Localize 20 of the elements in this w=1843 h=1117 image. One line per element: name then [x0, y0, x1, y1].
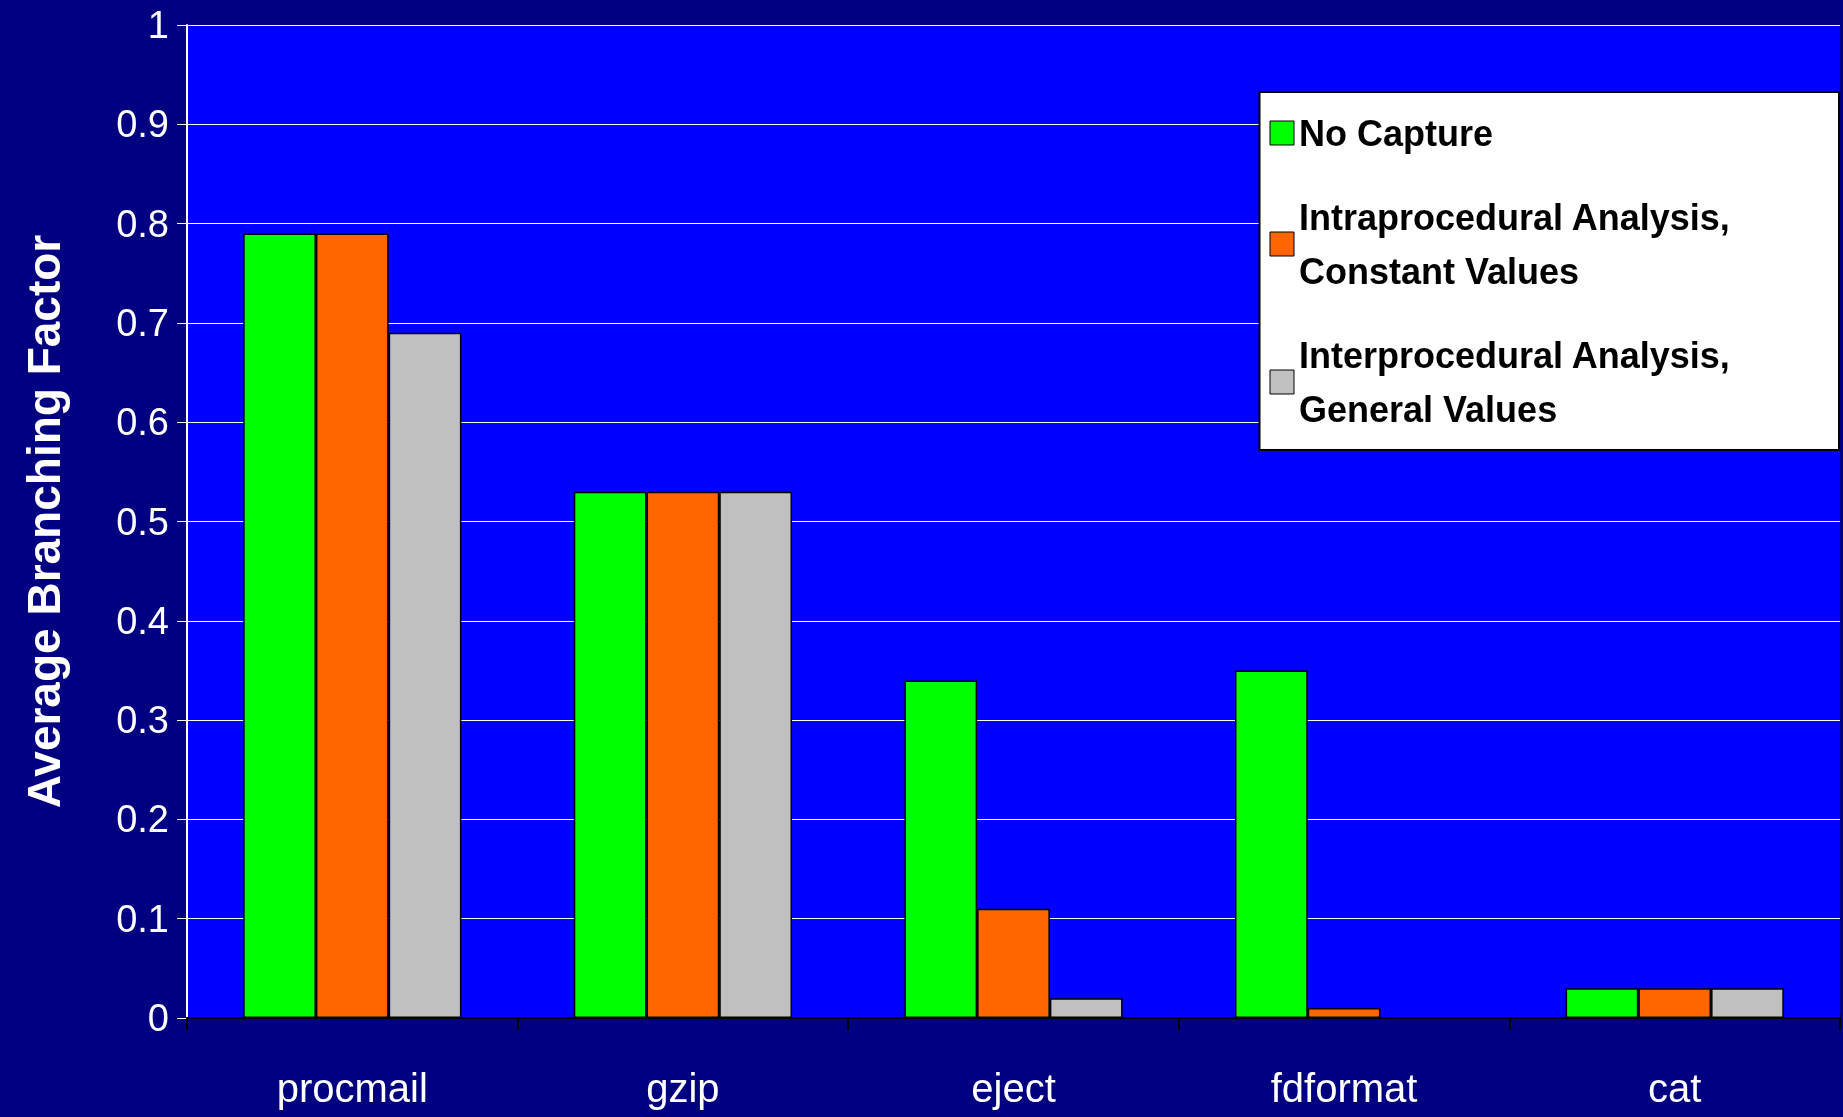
- y-axis-title: Average Branching Factor: [18, 234, 70, 809]
- y-tick-label: 0: [147, 997, 169, 1039]
- legend-label: No Capture: [1299, 112, 1494, 154]
- y-tick-label: 0.7: [116, 301, 169, 344]
- x-tick-label: eject: [971, 1066, 1056, 1110]
- y-tick-label: 1: [147, 4, 169, 46]
- legend-label: Intraprocedural Analysis, Constant Values: [1299, 196, 1740, 292]
- y-tick-label: 0.3: [116, 699, 169, 742]
- y-tick-label: 0.1: [116, 897, 169, 940]
- x-tick-label: fdformat: [1270, 1066, 1418, 1110]
- x-tick-label: cat: [1648, 1066, 1702, 1110]
- y-tick-label: 0.6: [116, 401, 169, 444]
- y-tick-label: 0.9: [116, 103, 169, 146]
- y-tick-label: 0.2: [116, 798, 169, 841]
- legend-label: Interprocedural Analysis, General Values: [1299, 334, 1740, 430]
- x-tick-label: procmail: [276, 1066, 428, 1110]
- y-tick-label: 0.8: [116, 202, 169, 245]
- y-tick-label: 0.4: [116, 599, 169, 642]
- x-tick-label: gzip: [646, 1066, 720, 1110]
- y-tick-label: 0.5: [116, 500, 169, 543]
